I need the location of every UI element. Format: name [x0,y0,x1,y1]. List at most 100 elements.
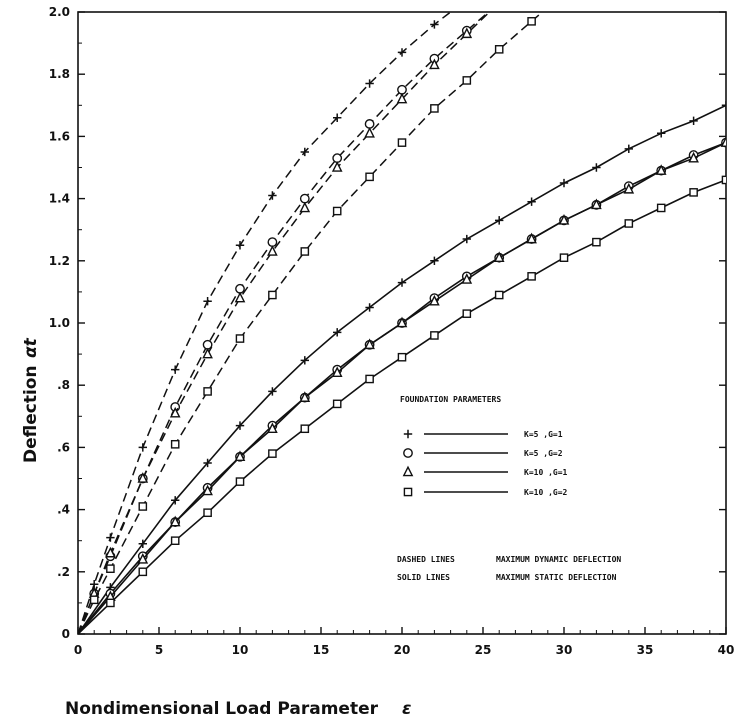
data-point-triangle [558,214,570,225]
note-solid-label: SOLID LINES [397,573,450,582]
data-point-triangle [169,515,181,527]
data-point-plus [203,297,212,306]
legend-label: K=5 ,G=1 [524,430,563,439]
data-point-plus [203,458,212,468]
data-point-triangle [461,27,473,39]
data-point-triangle [364,338,375,350]
x-tick-label: 40 [718,643,735,657]
data-point-plus [592,163,601,172]
legend-entry-triangle: K=10 ,G=1 [402,465,568,477]
data-point-square [106,598,115,608]
data-point-triangle [493,251,505,262]
legend-marker-triangle [402,465,414,477]
data-point-plus [106,533,115,542]
y-tick-label: .8 [57,378,70,392]
data-point-plus [559,178,569,188]
series-line-dashed-triangle [78,12,491,634]
x-tick-label: 20 [394,643,411,657]
data-point-plus [268,387,277,396]
y-tick-label: 0 [62,627,70,641]
data-point-triangle [202,484,213,496]
legend-marker-circle [403,448,413,458]
data-point-circle [267,237,278,248]
series-line-dashed-square [78,12,544,634]
data-point-triangle [234,291,246,303]
data-point-triangle [429,58,440,70]
series-line-dashed-circle [78,12,490,634]
data-point-triangle [495,0,503,6]
x-tick-label: 5 [155,643,163,657]
data-point-plus [333,328,342,337]
x-tick-label: 35 [637,643,654,657]
x-axis-title: Nondimensional Load Parameter [65,699,379,719]
note-dashed-text: MAXIMUM DYNAMIC DEFLECTION [496,555,621,564]
y-tick-label: 1.8 [49,67,70,81]
x-tick-label: 25 [475,643,492,657]
data-point-square [203,387,212,396]
data-point-triangle [267,422,278,434]
data-point-square [430,331,439,340]
data-point-triangle [396,92,408,104]
data-point-circle [332,153,343,164]
data-point-square [365,374,374,384]
legend-entry-plus: K=5 ,G=1 [403,429,563,439]
data-point-square [332,399,342,409]
data-point-plus [397,278,407,287]
data-point-plus [721,101,726,110]
data-point-triangle [137,552,149,564]
data-point-square [430,104,439,113]
data-point-square [300,424,310,434]
data-point-triangle [623,182,635,194]
data-point-square [170,536,180,545]
data-point-square [559,253,569,262]
data-point-triangle [364,126,375,138]
data-point-plus [624,144,633,154]
data-point-plus [90,580,99,589]
y-axis-symbol: αt [21,337,41,358]
y-tick-label: .4 [57,503,70,517]
data-point-square [300,247,310,256]
data-point-plus [138,443,147,452]
data-point-square [106,564,115,573]
note-solid-text: MAXIMUM STATIC DEFLECTION [496,573,617,582]
data-point-circle [495,0,503,7]
y-tick-label: 1.6 [49,129,70,143]
data-point-circle [364,119,375,129]
data-point-square [462,309,472,318]
data-point-plus [689,116,698,126]
data-point-plus [430,20,439,29]
data-point-square [170,439,180,449]
data-point-square [462,76,472,85]
data-point-plus [430,256,439,265]
data-point-square [721,175,726,185]
data-point-square [689,188,698,197]
data-point-triangle [202,347,213,359]
data-point-plus [462,234,471,244]
data-point-triangle [688,151,699,163]
data-point-square [494,290,504,300]
data-point-triangle [299,201,311,213]
y-axis-ticks: 0 .2 .4 .6 .8 1.0 1.2 1.4 1.6 1.8 2.0 [49,5,726,641]
legend-label: K=10 ,G=1 [524,468,568,477]
data-point-square [656,203,666,213]
y-tick-label: 1.2 [49,254,70,268]
data-point-triangle [137,472,149,483]
data-point-triangle [299,391,311,402]
y-tick-label: .6 [57,440,70,454]
legend: K=5 ,G=1 K=5 ,G=2 K=10 ,G=1 K=10 ,G=2 [402,429,568,497]
data-point-square [235,334,245,343]
data-point-square [138,567,148,577]
series-line-dashed-plus [78,12,452,634]
x-axis-symbol: ε [402,699,411,719]
legend-marker-plus [403,429,413,439]
data-point-square [365,172,374,182]
data-point-plus [657,129,666,138]
x-tick-label: 0 [74,643,82,657]
data-point-triangle [396,316,408,328]
data-point-square [268,290,277,300]
data-point-square [397,138,407,147]
data-point-square [268,449,277,458]
data-point-circle [397,84,407,95]
data-point-plus [235,241,245,250]
